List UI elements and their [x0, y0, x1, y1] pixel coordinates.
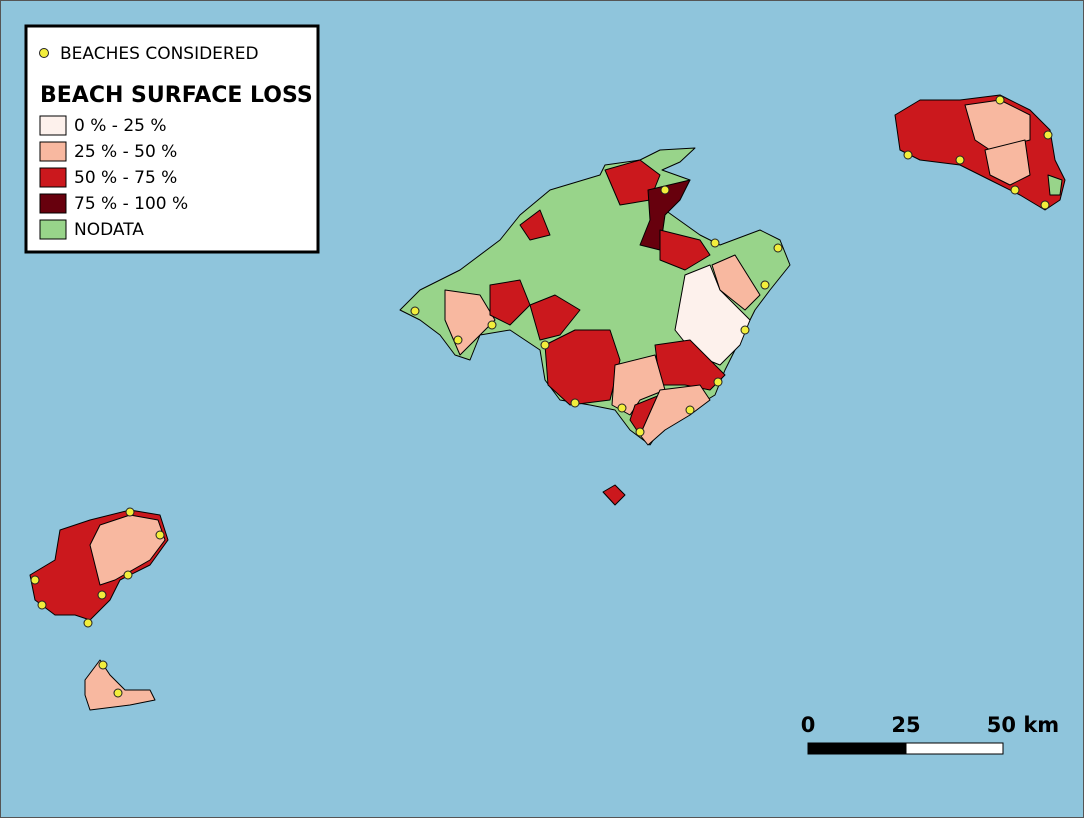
beach [30, 575, 40, 585]
legend-swatch [39, 167, 67, 188]
legend-label: 50 % - 75 % [74, 168, 177, 188]
legend-swatch [39, 115, 67, 136]
beach [125, 507, 135, 517]
beach [487, 320, 497, 330]
beach [635, 427, 645, 437]
beach [98, 660, 108, 670]
beach [155, 530, 165, 540]
beach [123, 570, 133, 580]
beach [1043, 130, 1053, 140]
scale-label: 25 [891, 713, 920, 737]
region [711, 254, 761, 311]
legend-swatch [39, 219, 67, 240]
mallorca [399, 147, 791, 446]
legend-swatch [39, 193, 67, 214]
beach [97, 590, 107, 600]
legend-point-label: BEACHES CONSIDERED [60, 44, 259, 64]
beach [955, 155, 965, 165]
scale-segment [807, 742, 907, 755]
beach [995, 95, 1005, 105]
region [659, 229, 711, 271]
menorca [894, 94, 1066, 211]
beach [660, 185, 670, 195]
beach [453, 335, 463, 345]
region [519, 209, 551, 241]
beach [83, 618, 93, 628]
scale-label: 0 [801, 713, 816, 737]
beach [1010, 185, 1020, 195]
beach [570, 398, 580, 408]
beach [37, 600, 47, 610]
region [529, 294, 581, 341]
ibiza-formentera [29, 484, 626, 711]
legend-box [24, 24, 320, 254]
region [611, 354, 666, 416]
beach [113, 688, 123, 698]
legend-point [39, 48, 49, 58]
legend-label: 0 % - 25 % [74, 116, 167, 136]
beach [685, 405, 695, 415]
beach [713, 377, 723, 387]
beach [540, 340, 550, 350]
legend-label: 75 % - 100 % [74, 194, 188, 214]
region [489, 279, 531, 326]
scale-label: 50 km [987, 713, 1059, 737]
region [1047, 174, 1063, 196]
legend-label: NODATA [74, 220, 144, 240]
beach [710, 238, 720, 248]
scale-segment [905, 742, 1004, 755]
legend-label: 25 % - 50 % [74, 142, 177, 162]
beach [760, 280, 770, 290]
beach [1040, 200, 1050, 210]
beach [773, 243, 783, 253]
legend-swatch [39, 141, 67, 162]
beach [903, 150, 913, 160]
region [639, 384, 711, 446]
beaches [30, 95, 1053, 698]
legend-title: BEACH SURFACE LOSS [40, 83, 313, 108]
scale-bar: 0 25 50 km [801, 713, 1059, 755]
region [674, 264, 751, 366]
legend: BEACHES CONSIDERED BEACH SURFACE LOSS 0 … [24, 24, 320, 254]
region [89, 514, 166, 586]
beach [410, 306, 420, 316]
region [604, 159, 661, 206]
region [602, 484, 626, 506]
beach [617, 403, 627, 413]
region [984, 139, 1031, 186]
beach [740, 325, 750, 335]
